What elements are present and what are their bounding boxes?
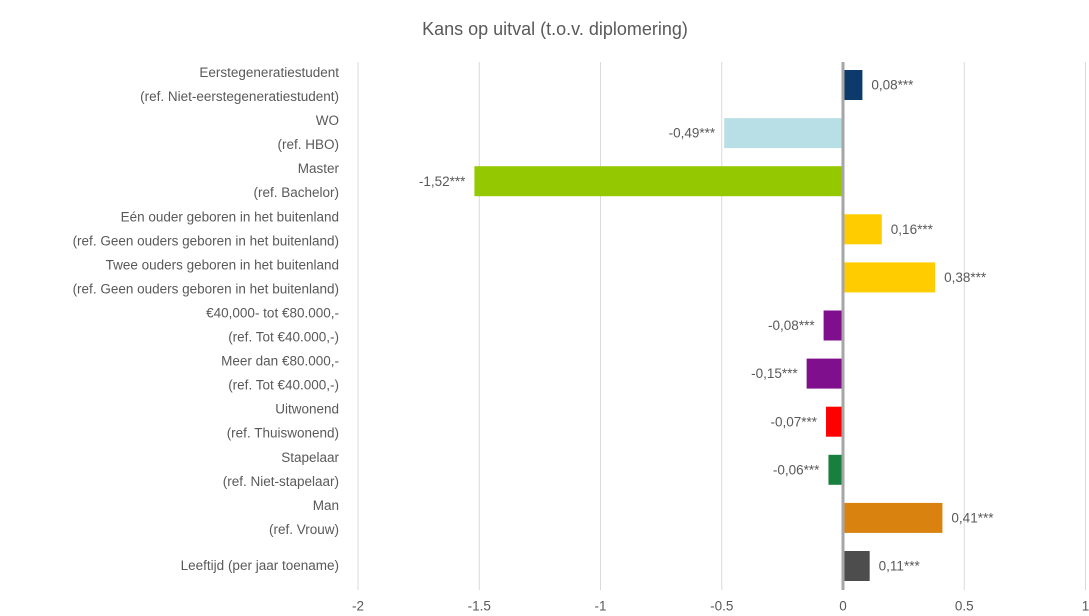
bar xyxy=(823,310,843,341)
category-label: €40,000- tot €80.000,- (ref. Tot €40.000,… xyxy=(206,305,339,344)
category-label: Meer dan €80.000,- (ref. Tot €40.000,-) xyxy=(221,353,339,392)
category-label-line: €40,000- tot €80.000,- xyxy=(206,305,339,320)
value-label: 0,11*** xyxy=(879,559,921,574)
category-label-line: Leeftijd (per jaar toename) xyxy=(181,558,339,573)
x-tick-label: -0.5 xyxy=(710,599,733,614)
chart-title: Kans op uitval (t.o.v. diplomering) xyxy=(422,19,688,39)
category-label-line: Meer dan €80.000,- xyxy=(221,353,339,368)
category-label: Master (ref. Bachelor) xyxy=(253,161,339,200)
x-tick-label: 0 xyxy=(839,599,847,614)
bar xyxy=(843,214,882,245)
value-label: -0,07*** xyxy=(770,414,817,429)
category-label-line: (ref. Bachelor) xyxy=(253,185,339,200)
category-label-line: Twee ouders geboren in het buitenland xyxy=(106,257,339,272)
category-label: Man (ref. Vrouw) xyxy=(269,497,339,536)
category-label-line: Uitwonend xyxy=(275,401,339,416)
bar xyxy=(843,551,870,581)
category-label: Eén ouder geboren in het buitenland (ref.… xyxy=(73,209,339,248)
category-label-line: Eerstegeneratiestudent xyxy=(199,65,339,80)
category-label-line: Master xyxy=(298,161,340,176)
category-label-line: (ref. Tot €40.000,-) xyxy=(228,329,339,344)
x-tick-label: -1.5 xyxy=(468,599,491,614)
category-label: Eerstegeneratiestudent (ref. Niet-eersteg… xyxy=(140,65,339,104)
bar xyxy=(806,358,843,389)
x-tick-label: 0.5 xyxy=(955,599,974,614)
category-label-line: Eén ouder geboren in het buitenland xyxy=(121,209,339,224)
bar xyxy=(826,406,843,437)
category-label-line: (ref. Thuiswonend) xyxy=(227,425,339,440)
value-label: 0,08*** xyxy=(871,78,914,93)
category-label-line: (ref. Tot €40.000,-) xyxy=(228,377,339,392)
category-label-line: Stapelaar xyxy=(281,449,339,464)
bar xyxy=(843,262,936,293)
x-tick-label: -1 xyxy=(594,599,606,614)
value-label: -0,49*** xyxy=(669,126,716,141)
category-label-line: (ref. Niet-stapelaar) xyxy=(223,473,339,488)
category-label: Leeftijd (per jaar toename) xyxy=(181,558,339,573)
category-label-line: WO xyxy=(316,113,339,128)
value-label: -1,52*** xyxy=(419,174,466,189)
value-label: -0,15*** xyxy=(751,366,798,381)
category-label-line: (ref. HBO) xyxy=(277,137,339,152)
value-label: 0,41*** xyxy=(951,510,994,525)
category-label-line: (ref. Niet-eerstegeneratiestudent) xyxy=(140,89,339,104)
category-label-line: (ref. Vrouw) xyxy=(269,521,339,536)
category-label: WO (ref. HBO) xyxy=(277,113,339,152)
bar xyxy=(724,118,843,149)
value-label: -0,06*** xyxy=(773,462,820,477)
value-label: 0,38*** xyxy=(944,270,987,285)
category-label-line: (ref. Geen ouders geboren in het buitenl… xyxy=(73,233,339,248)
x-tick-label: 1 xyxy=(1082,599,1089,614)
bar xyxy=(474,166,843,197)
category-label: Uitwonend (ref. Thuiswonend) xyxy=(227,401,339,440)
category-label-line: Man xyxy=(313,497,339,512)
category-label: Stapelaar (ref. Niet-stapelaar) xyxy=(223,449,340,488)
x-tick-label: -2 xyxy=(352,599,364,614)
value-label: -0,08*** xyxy=(768,318,815,333)
value-label: 0,16*** xyxy=(891,222,934,237)
bar xyxy=(843,70,863,100)
category-label: Twee ouders geboren in het buitenland (re… xyxy=(73,257,339,296)
category-label-line: (ref. Geen ouders geboren in het buitenl… xyxy=(73,281,339,296)
bar xyxy=(843,502,943,533)
bar xyxy=(828,454,843,485)
